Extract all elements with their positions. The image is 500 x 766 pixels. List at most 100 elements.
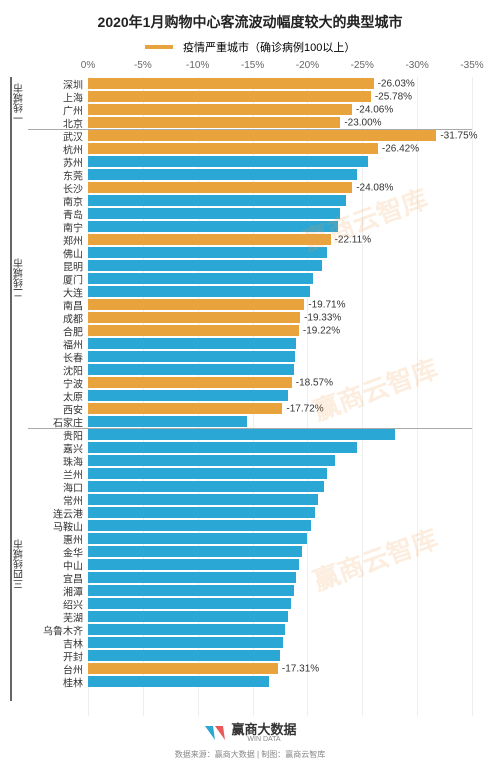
bar (88, 637, 283, 648)
bar-row: 沈阳 (88, 363, 472, 376)
bar-row: 大连 (88, 285, 472, 298)
gridline (472, 77, 473, 716)
value-label: -18.57% (296, 377, 333, 388)
bar-row: 石家庄 (88, 415, 472, 428)
bar-row: 郑州-22.11% (88, 233, 472, 246)
bar (88, 481, 324, 492)
footer-source: 数据来源：赢商大数据 | 制图：赢商云智库 (0, 749, 500, 760)
bar (88, 520, 311, 531)
footer-brand-sub: WIN DATA (231, 736, 296, 743)
value-label: -23.00% (344, 117, 381, 128)
bar (88, 299, 304, 310)
bar-row: 湘潭 (88, 584, 472, 597)
bar-row: 中山 (88, 558, 472, 571)
value-label: -25.78% (375, 91, 412, 102)
bar (88, 364, 294, 375)
value-label: -19.71% (308, 299, 345, 310)
bar (88, 494, 318, 505)
bar-row: 长沙-24.08% (88, 181, 472, 194)
bar-row: 贵阳 (88, 428, 472, 441)
footer-brand: 赢商大数据 (231, 723, 296, 736)
value-label: -22.11% (335, 234, 372, 245)
bar-row: 武汉-31.75% (88, 129, 472, 142)
axis-tick: -15% (241, 60, 264, 71)
bar (88, 156, 368, 167)
bar (88, 260, 322, 271)
bar (88, 273, 313, 284)
bar-row: 苏州 (88, 155, 472, 168)
bar (88, 442, 357, 453)
bar (88, 663, 278, 674)
axis-tick: -30% (405, 60, 428, 71)
value-label: -19.22% (303, 325, 340, 336)
bar (88, 624, 285, 635)
value-label: -19.33% (304, 312, 341, 323)
bar (88, 390, 288, 401)
bar (88, 169, 357, 180)
axis-tick: 0% (81, 60, 95, 71)
bar-row: 厦门 (88, 272, 472, 285)
bar (88, 117, 340, 128)
bar (88, 507, 315, 518)
group-label: 一线城市 (10, 77, 28, 129)
bar (88, 559, 299, 570)
group-separator (28, 129, 472, 130)
bar (88, 468, 327, 479)
chart-title: 2020年1月购物中心客流波动幅度较大的典型城市 (8, 12, 492, 32)
chart-container: 2020年1月购物中心客流波动幅度较大的典型城市 疫情严重城市（确诊病例100以… (0, 0, 500, 766)
bar-row: 北京-23.00% (88, 116, 472, 129)
bar (88, 416, 247, 427)
group-labels: 一线城市二线城市三四线城市 (10, 77, 32, 716)
bar (88, 572, 296, 583)
legend-text: 疫情严重城市（确诊病例100以上） (183, 42, 355, 54)
bar-row: 嘉兴 (88, 441, 472, 454)
bar (88, 325, 299, 336)
bar (88, 403, 282, 414)
bar-row: 青岛 (88, 207, 472, 220)
value-label: -17.31% (282, 663, 319, 674)
bar-row: 桂林 (88, 675, 472, 688)
group-separator (28, 428, 472, 429)
bar-row: 广州-24.06% (88, 103, 472, 116)
value-label: -31.75% (440, 130, 477, 141)
bar (88, 546, 302, 557)
bar-row: 深圳-26.03% (88, 77, 472, 90)
axis-tick: -25% (351, 60, 374, 71)
bar-row: 常州 (88, 493, 472, 506)
bar (88, 377, 292, 388)
bar-row: 开封 (88, 649, 472, 662)
axis-tick: -5% (134, 60, 152, 71)
bar (88, 143, 378, 154)
bar-row: 长春 (88, 350, 472, 363)
bar-row: 宁波-18.57% (88, 376, 472, 389)
bar (88, 195, 346, 206)
bar-row: 东莞 (88, 168, 472, 181)
bar (88, 208, 340, 219)
x-axis: 0%-5%-10%-15%-20%-25%-30%-35% (88, 60, 472, 76)
bar-row: 台州-17.31% (88, 662, 472, 675)
bar (88, 455, 335, 466)
bar-row: 成都-19.33% (88, 311, 472, 324)
city-label: 桂林 (63, 674, 83, 689)
group-label: 二线城市 (10, 129, 28, 428)
bar-row: 连云港 (88, 506, 472, 519)
bar (88, 611, 288, 622)
bar-row: 宜昌 (88, 571, 472, 584)
bar (88, 130, 436, 141)
bar-row: 合肥-19.22% (88, 324, 472, 337)
bar-row: 吉林 (88, 636, 472, 649)
bar-row: 南昌-19.71% (88, 298, 472, 311)
bar (88, 585, 294, 596)
bar-row: 海口 (88, 480, 472, 493)
bar-row: 兰州 (88, 467, 472, 480)
bar (88, 221, 338, 232)
value-label: -17.72% (286, 403, 323, 414)
plot-area: 一线城市二线城市三四线城市 深圳-26.03%上海-25.78%广州-24.06… (88, 76, 472, 716)
value-label: -26.42% (382, 143, 419, 154)
bar (88, 338, 296, 349)
bar-row: 西安-17.72% (88, 402, 472, 415)
bar-row: 芜湖 (88, 610, 472, 623)
bar (88, 91, 371, 102)
bar (88, 429, 395, 440)
axis-tick: -35% (460, 60, 483, 71)
